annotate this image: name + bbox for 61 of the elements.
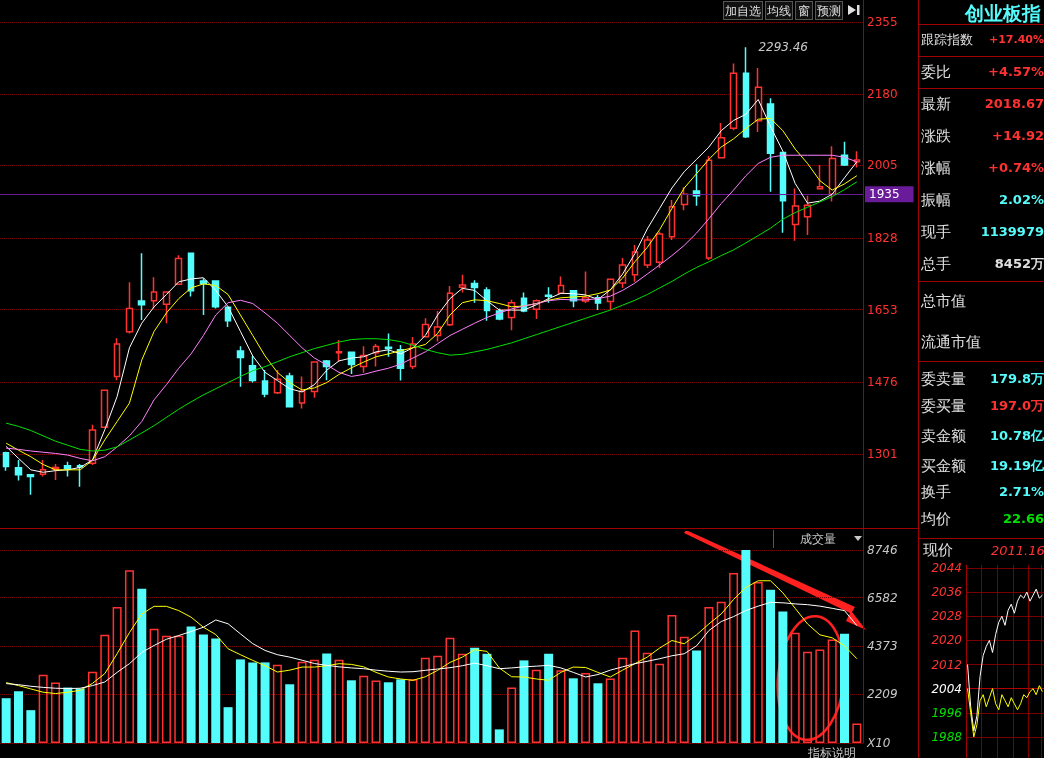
y-tick-label: 1996 bbox=[931, 705, 963, 720]
category-label: 现手 bbox=[921, 222, 951, 242]
category-label: 买金额 bbox=[921, 456, 966, 476]
category-label: 换手 bbox=[921, 482, 951, 502]
y-tick-label: 2180 bbox=[867, 86, 898, 101]
chart-title: 成交量 bbox=[773, 530, 867, 548]
text: 创业板指 bbox=[965, 1, 1041, 26]
y-tick-label: 8746 bbox=[867, 542, 898, 557]
y-tick-label: 2004 bbox=[931, 681, 962, 696]
category-label: 委买量 bbox=[921, 396, 966, 416]
y-tick-label: 2012 bbox=[931, 657, 962, 672]
y-tick-label: 2355 bbox=[867, 15, 898, 30]
text: +0.74% bbox=[988, 160, 1044, 175]
y-tick-label: 1653 bbox=[867, 302, 898, 317]
chart-subtitle: 2011.16 bbox=[991, 543, 1044, 558]
text: 2018.67 bbox=[984, 96, 1044, 111]
text: 179.8万 bbox=[989, 371, 1044, 386]
text: 22.66 bbox=[1002, 511, 1044, 526]
annotation: 预测 bbox=[815, 1, 843, 20]
y-tick-label: 1301 bbox=[867, 446, 898, 461]
text: 1139979 bbox=[980, 224, 1044, 239]
y-tick-label: 2020 bbox=[931, 633, 963, 648]
y-tick-label: 4373 bbox=[867, 639, 898, 654]
category-label: 最新 bbox=[921, 94, 951, 114]
y-tick-label: 2036 bbox=[931, 585, 963, 600]
text: 2.71% bbox=[998, 484, 1044, 499]
annotation: 均线 bbox=[765, 1, 793, 20]
category-label: 卖金额 bbox=[921, 426, 966, 446]
chart-title: 现价 bbox=[923, 541, 953, 560]
text: 8452万 bbox=[994, 256, 1044, 271]
y-tick-label: 2044 bbox=[931, 561, 962, 576]
category-label: 涨跌 bbox=[921, 126, 951, 146]
text: 2.02% bbox=[998, 192, 1044, 207]
text: 指标说明 bbox=[808, 746, 856, 758]
ref-line-label: 1935 bbox=[869, 187, 900, 202]
y-tick-label: 6582 bbox=[867, 590, 898, 605]
y-tick-label: 1476 bbox=[867, 375, 898, 390]
y-tick-label: 2209 bbox=[867, 687, 898, 702]
text: +17.40% bbox=[988, 33, 1044, 46]
category-label: 跟踪指数 bbox=[921, 31, 973, 49]
category-label: 委卖量 bbox=[921, 369, 966, 389]
annotation: 2293.46 bbox=[758, 40, 809, 55]
text: +4.57% bbox=[988, 64, 1044, 79]
category-label: 委比 bbox=[921, 62, 951, 82]
text: 10.78亿 bbox=[989, 428, 1044, 443]
annotation: 加自选 bbox=[723, 1, 763, 20]
y-tick-label: 1988 bbox=[931, 729, 963, 744]
text: 19.19亿 bbox=[989, 458, 1044, 473]
category-label: 振幅 bbox=[921, 190, 951, 210]
annotation: 窗 bbox=[795, 1, 813, 20]
text: 197.0万 bbox=[989, 398, 1044, 413]
category-label: 总手 bbox=[921, 254, 951, 274]
category-label: 总市值 bbox=[921, 291, 966, 311]
y-tick-label: 1828 bbox=[867, 230, 898, 245]
category-label: 流通市值 bbox=[921, 332, 981, 352]
category-label: 均价 bbox=[921, 509, 951, 529]
y-tick-label: 2005 bbox=[867, 158, 898, 173]
text: +14.92 bbox=[991, 128, 1044, 143]
category-label: 涨幅 bbox=[921, 158, 951, 178]
y-tick-label: 2028 bbox=[931, 609, 963, 624]
y-tick-label: X10 bbox=[866, 736, 891, 750]
